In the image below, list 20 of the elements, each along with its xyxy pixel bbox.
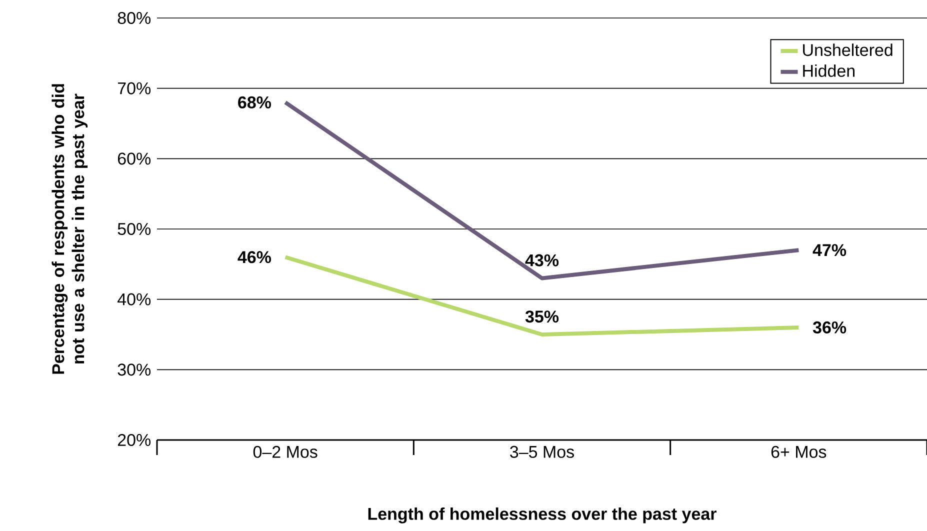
y-tick-label: 30%: [118, 364, 151, 376]
data-label: 35%: [525, 310, 559, 323]
x-tick-label: 0–2 Mos: [253, 446, 318, 458]
y-tick-label: 20%: [118, 434, 151, 446]
legend-label: Hidden: [803, 64, 854, 77]
y-tick-label: 40%: [118, 293, 151, 306]
data-label: 46%: [238, 251, 272, 264]
data-label: 43%: [525, 254, 559, 266]
x-tick-label: 6+ Mos: [771, 446, 826, 458]
y-tick-label: 50%: [118, 222, 151, 236]
data-label: 47%: [812, 244, 846, 256]
x-tick-label: 3–5 Mos: [510, 446, 574, 458]
y-tick-label: 80%: [118, 12, 151, 24]
x-axis-title: Length of homelessness over the past year: [368, 507, 716, 524]
y-tick-label: 70%: [118, 82, 151, 94]
data-label: 36%: [812, 321, 846, 334]
y-axis-title: Percentage of respondents who did not use a shelter in the past year: [52, 84, 88, 374]
data-label: 68%: [238, 96, 272, 108]
y-tick-label: 60%: [118, 152, 151, 165]
legend-label: Unsheltered: [803, 44, 892, 56]
